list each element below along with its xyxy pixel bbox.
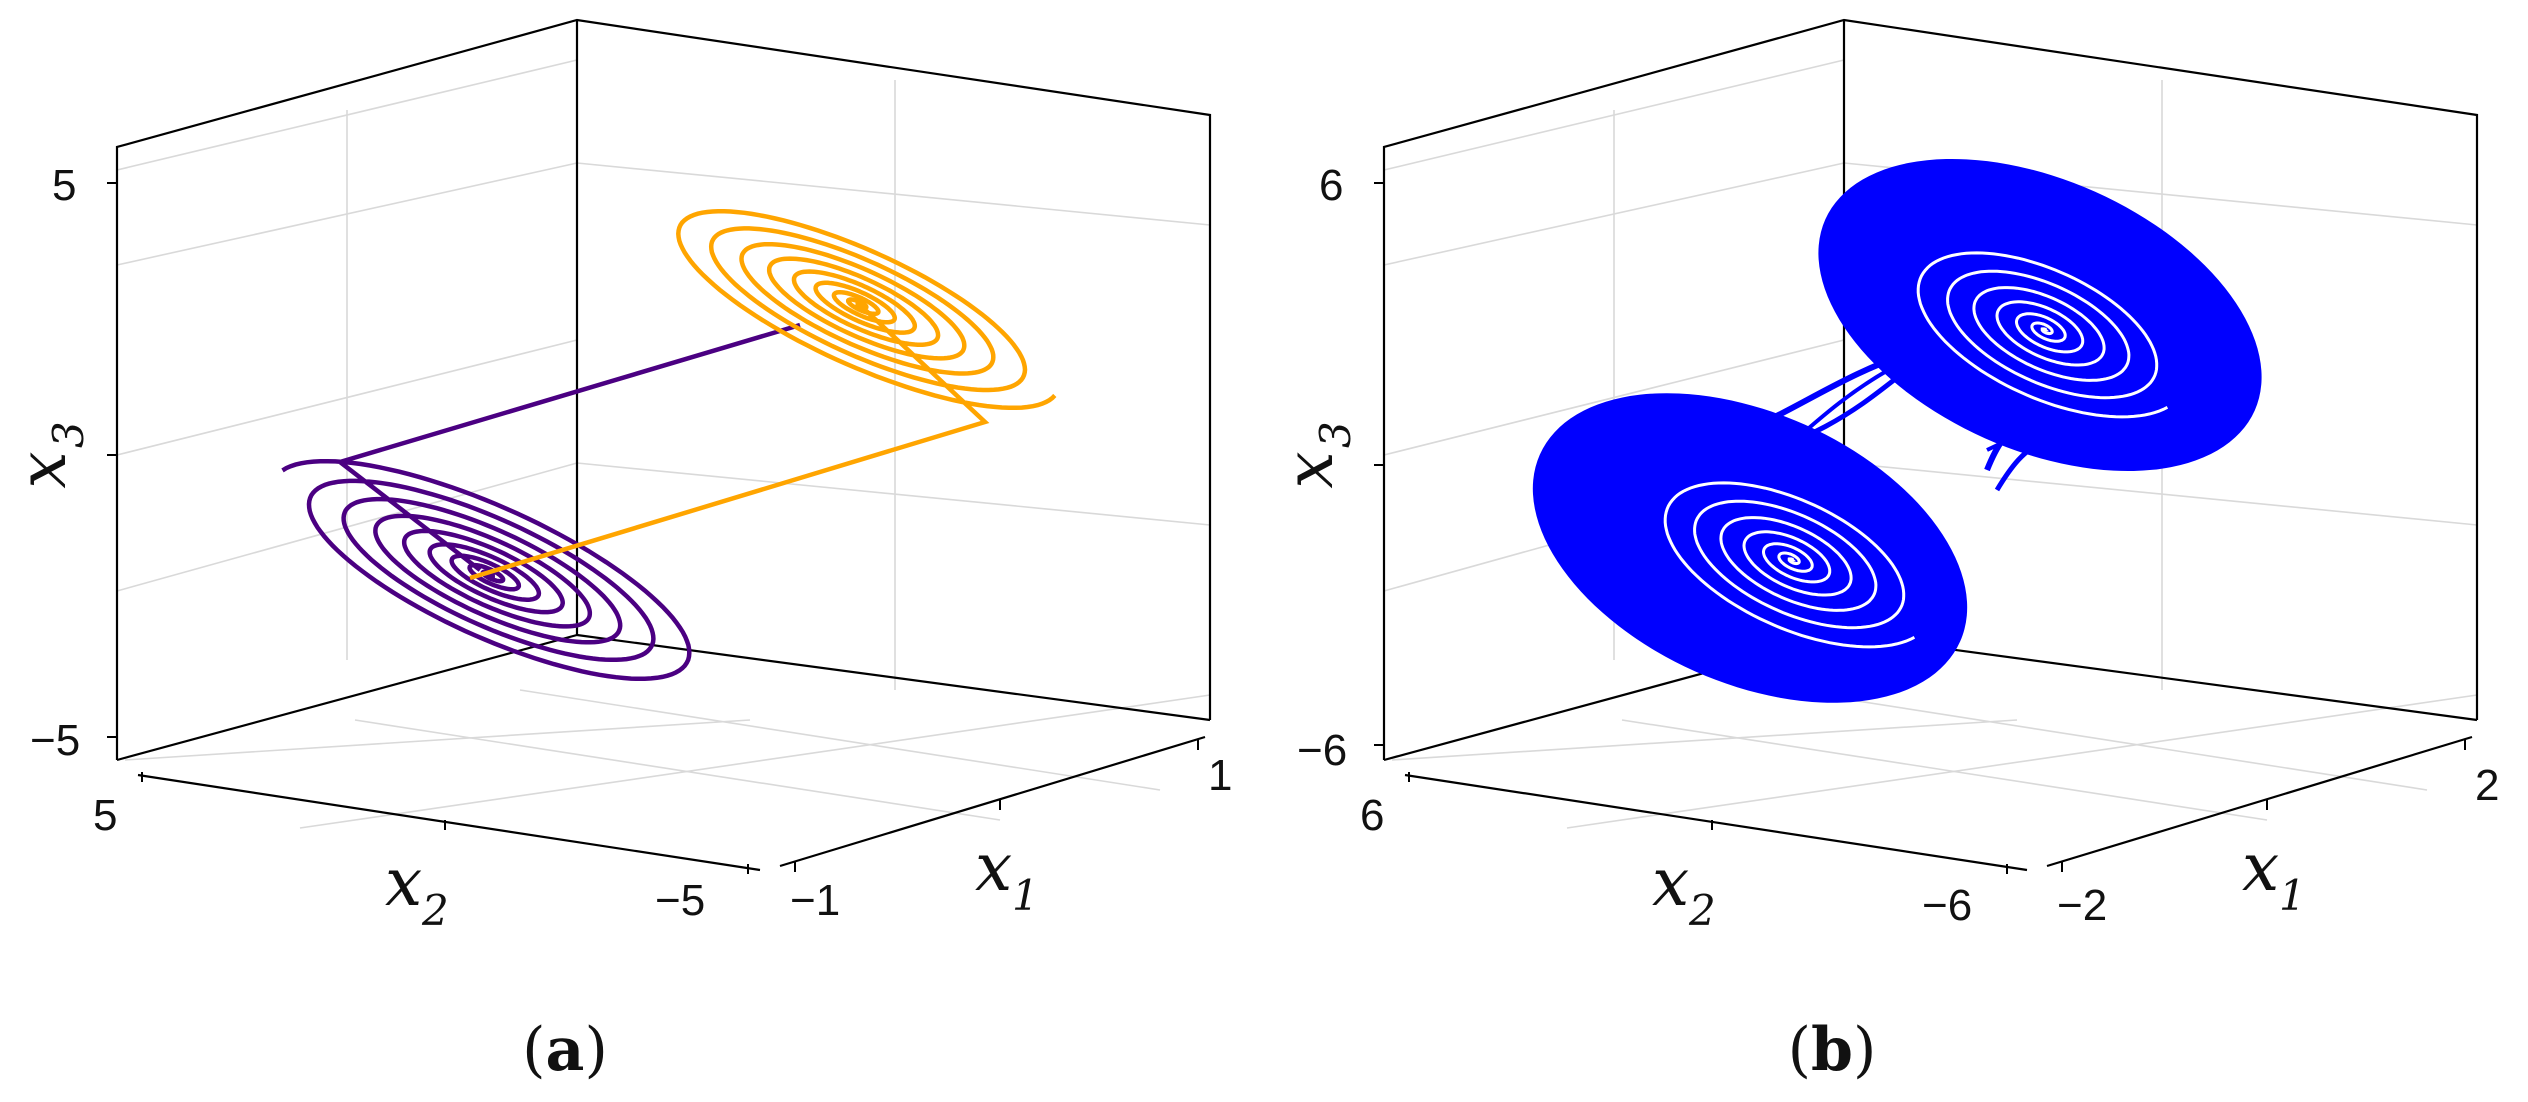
panel-a-letter: a <box>546 1015 585 1085</box>
panel-a-x-label: x <box>975 829 1012 906</box>
panel-a: 5 −5 5 −5 −1 1 x 3 x 2 x 1 (a) <box>4 18 1232 1085</box>
attractor-strand <box>1696 347 1918 453</box>
panel-a-x-tick-right: 1 <box>1208 751 1232 800</box>
panel-b-z-axis-label: x 3 <box>1271 421 1360 488</box>
panel-a-z-label: x <box>4 451 81 488</box>
panel-a-tickmarks <box>107 182 1199 874</box>
panel-a-z-axis-label: x 3 <box>4 421 93 488</box>
panel-a-x-axis-label: x 1 <box>975 829 1039 920</box>
panel-b-tickmarks <box>1374 182 2466 874</box>
panel-a-z-tick-bottom: −5 <box>30 716 80 765</box>
panel-a-z-label-sub: 3 <box>44 421 93 448</box>
panel-b-y-label-sub: 2 <box>1688 886 1716 935</box>
panel-b-z-tick-bottom: −6 <box>1297 726 1347 775</box>
panel-b-y-axis-label: x 2 <box>1652 844 1716 935</box>
series-blue-attractor <box>1532 158 2262 703</box>
panel-a-y-axis-label: x 2 <box>385 844 449 935</box>
attractor-lobe <box>1532 393 1968 703</box>
panel-b: 6 −6 6 −6 −2 2 x 3 x 2 x 1 (b) <box>1271 18 2499 1085</box>
panel-b-x-tick-right: 2 <box>2475 761 2499 810</box>
panel-b-y-label: x <box>1652 844 1689 921</box>
panel-a-y-label: x <box>385 844 422 921</box>
panel-b-letter: b <box>1811 1015 1853 1085</box>
panel-a-x-label-sub: 1 <box>1012 871 1039 920</box>
panel-b-label: (b) <box>1788 1015 1877 1085</box>
panel-b-x-tick-left: −2 <box>2057 881 2107 930</box>
attractor-gap <box>1663 481 1916 649</box>
panel-b-z-tick-top: 6 <box>1319 161 1343 210</box>
panel-b-x-axis-label: x 1 <box>2242 829 2306 920</box>
attractor-strand <box>1706 368 1909 473</box>
attractor-gap <box>1916 251 2169 419</box>
panel-b-z-label-sub: 3 <box>1311 421 1360 448</box>
panel-b-y-tick-right: −6 <box>1922 881 1972 930</box>
series-orange-trajectory <box>469 208 1057 581</box>
attractor-strand <box>1984 413 2098 472</box>
panel-a-z-tick-top: 5 <box>52 161 76 210</box>
panel-b-x-label-sub: 1 <box>2279 871 2306 920</box>
panel-a-x-tick-left: −1 <box>790 876 840 925</box>
panel-a-frame <box>115 18 1212 872</box>
panel-a-label: (a) <box>522 1015 608 1085</box>
attractor-strand <box>1994 434 2118 492</box>
panel-a-y-tick-left: 5 <box>93 791 117 840</box>
panel-a-grid <box>116 59 1211 829</box>
panel-a-y-label-sub: 2 <box>421 886 449 935</box>
panel-b-y-tick-left: 6 <box>1360 791 1384 840</box>
panel-b-z-label: x <box>1271 451 1348 488</box>
panel-b-x-label: x <box>2242 829 2279 906</box>
attractor-strand <box>1765 358 2138 467</box>
panel-a-y-tick-right: −5 <box>655 876 705 925</box>
